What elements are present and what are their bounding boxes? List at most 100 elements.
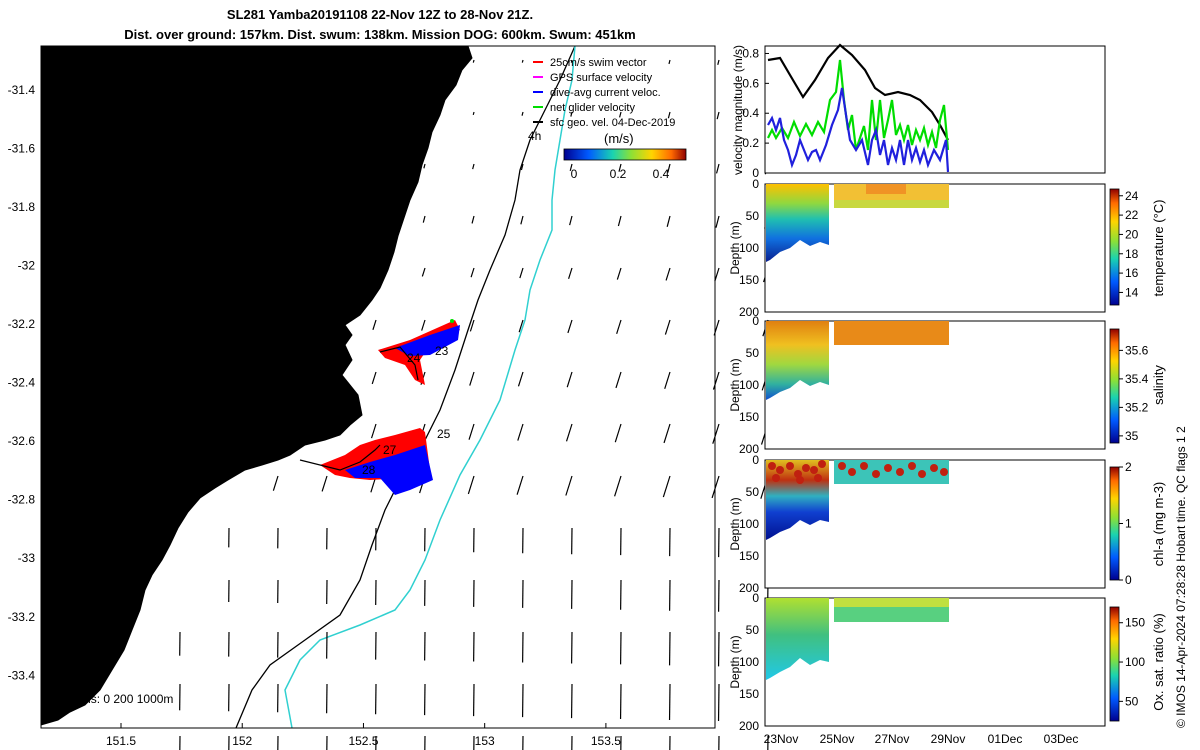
geo-vector-arrow (716, 111, 720, 120)
geo-vector-arrow (570, 59, 573, 63)
salinity-colorbar-tick-label: 35.4 (1125, 372, 1149, 386)
map-y-tick-label: -32.4 (8, 376, 36, 390)
geo-vector-arrow (468, 423, 475, 440)
salinity-section-segment2 (834, 321, 949, 345)
geo-vector-arrow (421, 267, 426, 277)
oxygen-colorbar-tick-label: 50 (1125, 694, 1139, 708)
time-tick-25Nov: 25Nov (820, 732, 855, 746)
geo-vector-arrow (421, 319, 426, 331)
geo-vector-arrow (322, 371, 328, 384)
velocity-y-tick-label: 0.6 (742, 76, 759, 90)
velocity-series-black (767, 43, 949, 141)
geo-vector-arrow (714, 267, 720, 282)
oxygen-depth-tick-50: 50 (746, 623, 760, 637)
speed-colorbar: (m/s) 0 0.2 0.4 (563, 131, 687, 181)
geo-vector-arrow (616, 319, 622, 334)
chla-hotspot (810, 466, 818, 474)
geo-vector-arrow (663, 423, 671, 444)
velocity-series-blue (767, 87, 950, 173)
geo-vector-arrow (618, 163, 622, 172)
velocity-y-tick-label: 0.8 (742, 46, 759, 60)
salinity-depth-tick-200: 200 (739, 442, 759, 456)
chla-hotspot (848, 468, 856, 476)
map-frame (40, 45, 716, 729)
temperature-depth-tick-150: 150 (739, 273, 759, 287)
geo-vector-arrow (470, 267, 475, 278)
geo-vector-arrow (667, 163, 671, 173)
map-land (41, 46, 473, 726)
geo-vector-arrow (666, 215, 671, 227)
geo-vector-arrow (616, 267, 622, 280)
geo-vector-arrow (321, 475, 328, 492)
geo-vector-arrow (517, 371, 524, 387)
oxygen-section-segment1 (766, 598, 829, 680)
geo-vector-arrow (373, 267, 377, 276)
chla-hotspot (884, 464, 892, 472)
geo-vector-arrow (469, 319, 475, 332)
geo-vector-arrow (519, 267, 524, 279)
geo-vector-arrow (617, 215, 622, 227)
chla-colorbar-tick-label: 2 (1125, 460, 1132, 474)
geo-vector-arrow (272, 475, 279, 491)
track-label-28: 28 (362, 463, 376, 477)
oxygen-depth-tick-200: 200 (739, 719, 759, 733)
geo-vector-arrow (273, 423, 279, 437)
temperature-colorbar-tick-label: 18 (1125, 247, 1139, 261)
geo-vector-arrow (472, 59, 475, 63)
velocity-panel: 0 0.2 0.4 0.6 0.8 velocity magnitude (m/s) (731, 43, 1106, 180)
speed-colorbar-tick-0: 0 (571, 167, 578, 181)
chla-depth-tick-200: 200 (739, 581, 759, 595)
map-x-axis: 151.5 152 152.5 153 153.5 (106, 723, 621, 748)
oxygen-colorbar (1109, 606, 1120, 722)
chart-title-line1: SL281 Yamba20191108 22-Nov 12Z to 28-Nov… (226, 7, 534, 22)
temperature-depth-tick-100: 100 (739, 241, 759, 255)
oxygen-depth-tick-150: 150 (739, 687, 759, 701)
geo-vector-arrow (520, 163, 524, 171)
geo-vector-arrow (372, 319, 377, 330)
salinity-colorbar-tick-label: 35 (1125, 429, 1139, 443)
geo-vector-arrow (322, 423, 328, 438)
legend-label-swim: 25cm/s swim vector (550, 57, 647, 69)
geo-vector-arrow (518, 319, 524, 333)
geo-vector-arrow (569, 163, 573, 171)
velocity-y-tick-label: 0.2 (742, 136, 759, 150)
arrow-time-label: 4h (528, 129, 541, 143)
salinity-colorbar-ticks: 35 35.2 35.4 35.6 (1119, 343, 1149, 443)
profile-panel-oxygen: 0 50 100 150 200 Depth (m) 50 100 150 Ox. … (728, 591, 1166, 733)
geo-vector-arrow (517, 423, 524, 441)
geo-vector-arrow (566, 371, 573, 388)
salinity-ylabel: Depth (m) (728, 358, 742, 411)
track-label-25: 25 (437, 427, 451, 441)
geo-vector-arrow (520, 215, 524, 225)
temperature-depth-tick-50: 50 (746, 209, 760, 223)
geo-vector-arrow (614, 423, 622, 443)
chla-hotspot (814, 474, 822, 482)
time-tick-23Nov: 23Nov (764, 732, 799, 746)
salinity-colorbar-label: salinity (1151, 365, 1166, 405)
temperature-colorbar-tick-label: 24 (1125, 189, 1139, 203)
map-y-tick-label: -33.4 (8, 668, 36, 682)
chla-hotspot (930, 464, 938, 472)
chla-colorbar (1109, 466, 1120, 581)
geo-vector-arrow (614, 475, 622, 497)
geo-vector-arrow (371, 371, 377, 385)
speed-colorbar-tick-1: 0.2 (610, 167, 627, 181)
geo-vector-arrow (467, 475, 475, 495)
legend-label-current: dive-avg current veloc. (550, 87, 661, 99)
oxygen-colorbar-tick-label: 100 (1125, 655, 1145, 669)
geo-vector-arrow (516, 475, 524, 495)
map-panel: 23 24 25 27 28 25cm/s swim vector GPS su… (8, 45, 769, 750)
oxygen-colorbar-ticks: 50 100 150 (1119, 616, 1145, 708)
geo-vector-arrow (521, 59, 524, 63)
oxygen-y-axis: 0 50 100 150 200 (739, 591, 759, 733)
geo-vector-arrow (569, 215, 573, 226)
profile-panel-salinity: 0 50 100 150 200 Depth (m) 35 35.2 35.4 35.… (728, 314, 1166, 456)
legend-label-gps: GPS surface velocity (550, 72, 653, 84)
chla-section-segment1 (766, 460, 829, 540)
geo-vector-arrow (619, 111, 622, 118)
temperature-section-segment1 (766, 184, 829, 262)
geo-vector-arrow (570, 111, 573, 117)
geo-vector-arrow (668, 59, 671, 65)
map-legend: 25cm/s swim vector GPS surface velocity … (533, 57, 675, 129)
